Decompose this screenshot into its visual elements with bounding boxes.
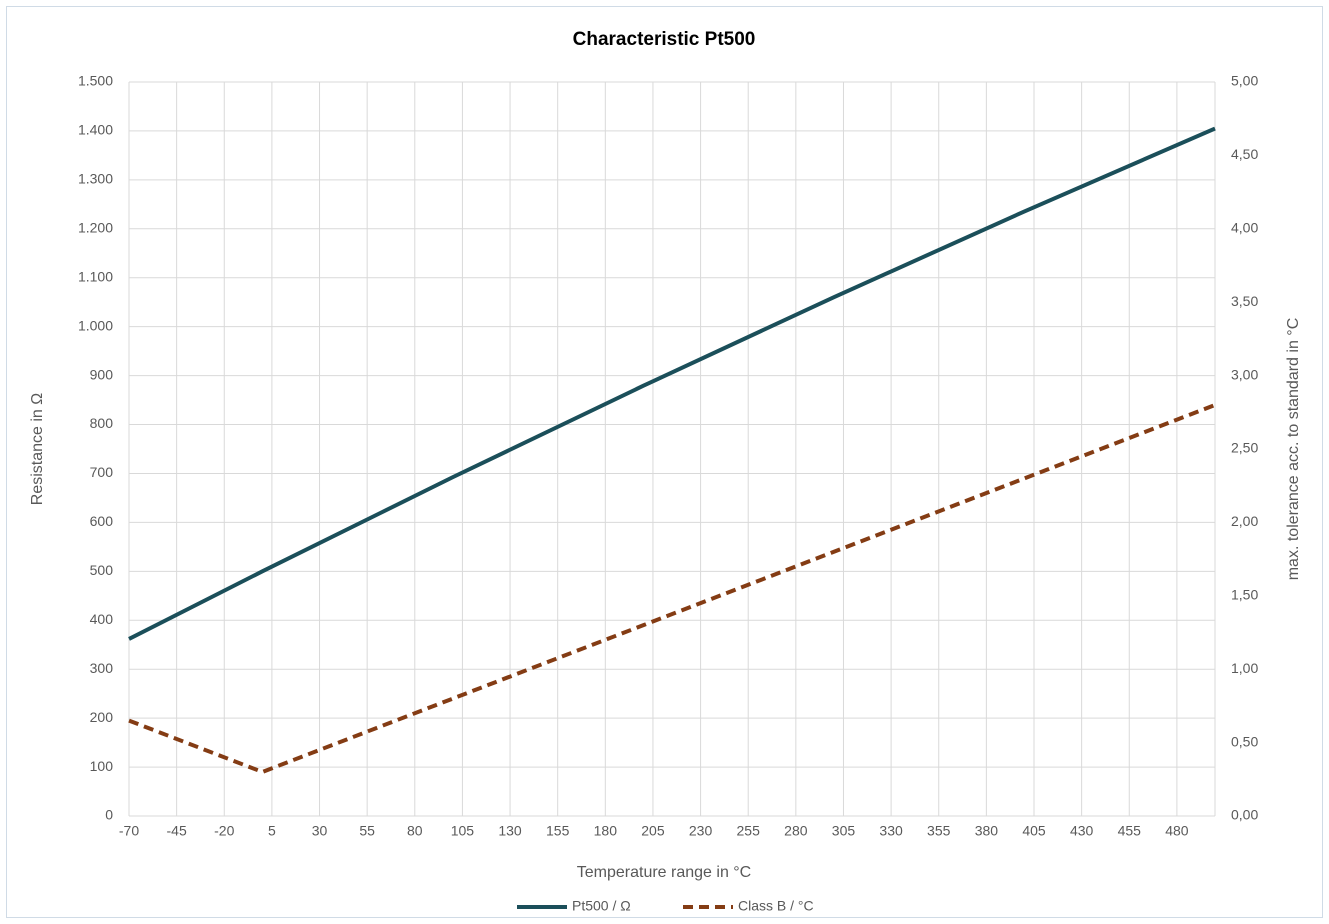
x-tick-label: 30 <box>312 823 328 839</box>
y2-tick-label: 2,50 <box>1231 440 1258 456</box>
y2-tick-label: 3,50 <box>1231 293 1258 309</box>
y2-tick-label: 4,50 <box>1231 146 1258 162</box>
x-tick-label: 430 <box>1070 823 1094 839</box>
y-tick-label: 1.500 <box>78 73 113 89</box>
x-tick-label: 5 <box>268 823 276 839</box>
y-tick-label: 700 <box>90 464 114 480</box>
x-tick-label: -45 <box>167 823 187 839</box>
series-line <box>128 126 1216 641</box>
y-tick-label: 300 <box>90 660 114 676</box>
y2-tick-label: 1,50 <box>1231 587 1258 603</box>
chart-title: Characteristic Pt500 <box>573 29 756 50</box>
x-tick-label: 405 <box>1022 823 1046 839</box>
y2-tick-label: 4,00 <box>1231 220 1258 236</box>
y2-tick-label: 5,00 <box>1231 73 1258 89</box>
x-tick-label: 480 <box>1165 823 1189 839</box>
y2-tick-label: 1,00 <box>1231 660 1258 676</box>
y-tick-label: 1.100 <box>78 268 113 284</box>
x-axis-title: Temperature range in °C <box>577 864 751 881</box>
series-line <box>128 403 1216 775</box>
legend-label: Pt500 / Ω <box>572 898 631 914</box>
y2-axis-title: max. tolerance acc. to standard in °C <box>1285 318 1302 581</box>
x-tick-label: 305 <box>832 823 856 839</box>
x-tick-label: 255 <box>737 823 761 839</box>
x-tick-label: 130 <box>498 823 522 839</box>
x-tick-label: 155 <box>546 823 570 839</box>
y-tick-label: 0 <box>105 807 113 823</box>
y-tick-label: 1.300 <box>78 171 113 187</box>
x-tick-label: 330 <box>879 823 903 839</box>
y2-tick-label: 3,00 <box>1231 366 1258 382</box>
x-tick-label: 280 <box>784 823 808 839</box>
x-tick-label: 105 <box>451 823 475 839</box>
x-tick-label: 380 <box>975 823 999 839</box>
y2-tick-label: 0,50 <box>1231 733 1258 749</box>
legend-label: Class B / °C <box>738 898 814 914</box>
y-tick-label: 400 <box>90 611 114 627</box>
x-tick-label: -20 <box>214 823 234 839</box>
y2-tick-label: 2,00 <box>1231 513 1258 529</box>
y-tick-label: 1.400 <box>78 122 113 138</box>
y-axis-title: Resistance in Ω <box>29 393 46 505</box>
x-tick-label: 455 <box>1118 823 1142 839</box>
y-tick-label: 900 <box>90 366 114 382</box>
x-tick-label: 230 <box>689 823 713 839</box>
chart-border <box>6 6 1323 918</box>
y-tick-label: 800 <box>90 415 114 431</box>
y-tick-label: 500 <box>90 562 114 578</box>
y-tick-label: 1.000 <box>78 317 113 333</box>
y2-tick-label: 0,00 <box>1231 807 1258 823</box>
y-tick-label: 200 <box>90 709 114 725</box>
y-tick-label: 100 <box>90 758 114 774</box>
x-tick-label: 80 <box>407 823 423 839</box>
x-tick-label: 205 <box>641 823 665 839</box>
x-tick-label: 55 <box>359 823 375 839</box>
x-tick-label: 355 <box>927 823 951 839</box>
y-tick-label: 1.200 <box>78 220 113 236</box>
y-tick-label: 600 <box>90 513 114 529</box>
x-tick-label: -70 <box>119 823 139 839</box>
x-tick-label: 180 <box>594 823 618 839</box>
